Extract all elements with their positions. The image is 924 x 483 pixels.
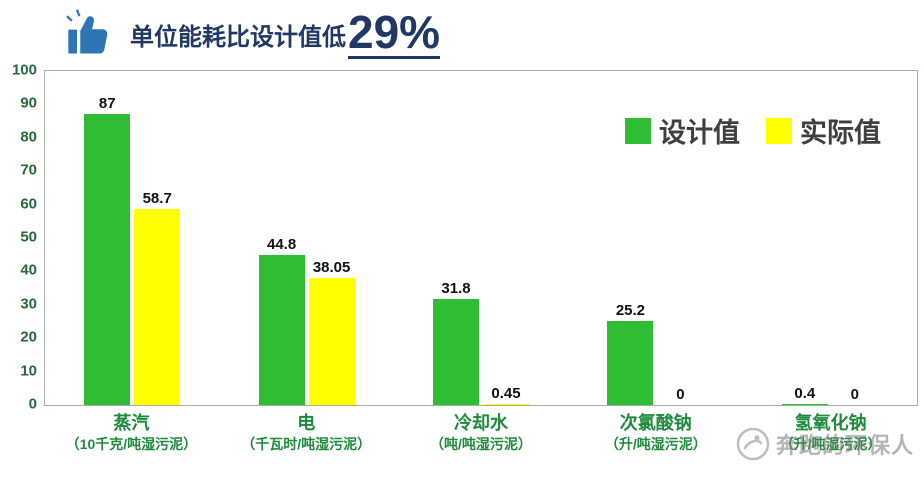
- bar-column: 25.2: [607, 71, 654, 405]
- y-tick-label: 30: [20, 295, 37, 313]
- bar-group: 31.8 0.45: [394, 71, 568, 405]
- legend-swatch: [625, 117, 651, 144]
- y-axis: 0 10 20 30 40 50 60 70 80 90 100: [4, 63, 44, 412]
- legend-label: 实际值: [800, 118, 881, 148]
- bar-value-label: 58.7: [142, 189, 172, 207]
- x-axis-labels: 蒸汽 （10千克/吨湿污泥） 电 （千瓦时/吨湿污泥） 冷却水 （吨/吨湿污泥） 次氯酸钠 （…: [44, 412, 918, 453]
- bar-value-label: 87: [98, 95, 116, 113]
- legend: 设计值 实际值: [625, 111, 881, 150]
- bar-column: 31.8: [433, 71, 480, 405]
- y-tick-label: 100: [11, 61, 37, 79]
- bar-chart: 0 10 20 30 40 50 60 70 80 90 100 设计值 实际值 87 58.7 44.8…: [4, 63, 918, 453]
- legend-item: 设计值: [625, 111, 740, 150]
- category-unit: （千瓦时/吨湿污泥）: [241, 435, 372, 452]
- y-tick-label: 0: [28, 395, 37, 413]
- title-highlight: 29%: [348, 6, 441, 59]
- bar-group: 0.4 0: [743, 71, 917, 405]
- y-tick-label: 80: [20, 128, 37, 146]
- category-label: 氢氧化钠 （升/吨湿污泥）: [743, 412, 918, 453]
- y-tick-label: 70: [20, 161, 37, 179]
- category-name: 冷却水: [453, 413, 508, 433]
- bar-column: 58.7: [134, 71, 181, 405]
- bar: [258, 255, 305, 405]
- header: 单位能耗比设计值低 29%: [62, 2, 441, 66]
- y-tick-label: 20: [20, 328, 37, 346]
- bar-value-label: 25.2: [615, 301, 646, 319]
- bar: [84, 114, 131, 405]
- bar: [433, 298, 480, 405]
- bar-value-label: 0.4: [794, 384, 816, 402]
- category-label: 蒸汽 （10千克/吨湿污泥）: [44, 412, 219, 453]
- y-tick-label: 10: [20, 362, 37, 380]
- page-title: 单位能耗比设计值低 29%: [130, 6, 441, 59]
- bar-column: 38.05: [308, 71, 355, 405]
- y-tick-label: 40: [20, 261, 37, 279]
- category-label: 次氯酸钠 （升/吨湿污泥）: [568, 412, 743, 453]
- title-text: 单位能耗比设计值低: [130, 23, 346, 51]
- category-name: 蒸汽: [113, 413, 150, 433]
- bar: [308, 277, 355, 405]
- y-tick-label: 90: [20, 94, 37, 112]
- bar-value-label: 0: [676, 386, 685, 403]
- bar-column: 0: [657, 71, 703, 405]
- legend-label: 设计值: [659, 118, 740, 148]
- y-tick-label: 50: [20, 228, 37, 246]
- bar-value-label: 38.05: [312, 258, 351, 276]
- category-unit: （10千克/吨湿污泥）: [65, 435, 198, 452]
- bar-value-label: 0.45: [491, 384, 521, 402]
- thumbs-up-icon: [66, 9, 108, 54]
- bar-column: 44.8: [258, 71, 305, 405]
- bar-column: 0.45: [483, 71, 530, 405]
- legend-swatch: [766, 117, 792, 144]
- category-unit: （升/吨湿污泥）: [779, 435, 882, 452]
- bar-value-label: 0: [850, 386, 859, 403]
- bar: [781, 403, 828, 405]
- category-name: 氢氧化钠: [794, 413, 867, 433]
- category-label: 电 （千瓦时/吨湿污泥）: [219, 412, 394, 453]
- bar-value-label: 31.8: [441, 279, 471, 297]
- bar: [483, 403, 530, 405]
- legend-item: 实际值: [766, 111, 881, 150]
- category-name: 次氯酸钠: [619, 413, 692, 433]
- category-label: 冷却水 （吨/吨湿污泥）: [394, 412, 569, 453]
- y-tick-label: 60: [20, 195, 37, 213]
- bar-group: 87 58.7: [45, 71, 219, 405]
- category-name: 电: [297, 413, 316, 433]
- bar-column: 87: [84, 71, 131, 405]
- bar: [134, 208, 181, 405]
- category-unit: （升/吨湿污泥）: [604, 435, 707, 452]
- bar: [607, 320, 654, 405]
- bar-column: 0.4: [781, 71, 828, 405]
- bar-group: 44.8 38.05: [219, 71, 393, 405]
- bar-value-label: 44.8: [267, 236, 297, 254]
- category-unit: （吨/吨湿污泥）: [430, 435, 532, 452]
- plot-area: 设计值 实际值 87 58.7 44.8 38.05 31.8 0.45 25.2 0 0.4 0: [44, 70, 918, 406]
- bar-group: 25.2 0: [568, 71, 742, 405]
- bar-column: 0: [832, 71, 878, 405]
